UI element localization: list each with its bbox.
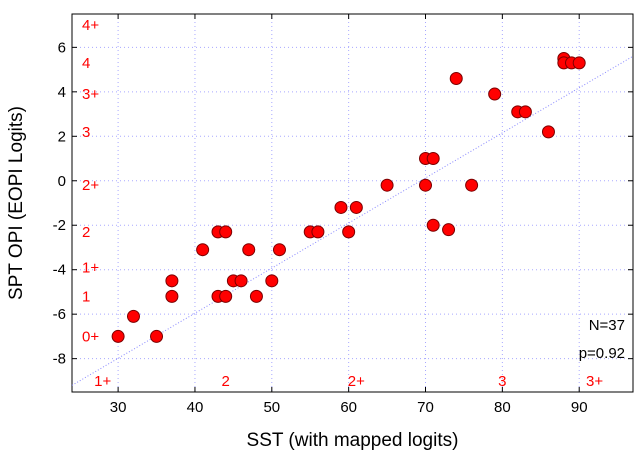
data-point: [111, 329, 125, 343]
data-point: [442, 223, 456, 237]
x-grade-label: 1+: [94, 373, 111, 390]
x-tick-label: 80: [494, 399, 511, 416]
data-point: [465, 178, 479, 192]
data-point: [334, 200, 348, 214]
grade-labels: 4+ 4 3+ 3 2+ 2 1+ 1 0+ 1+ 2 2+ 3 3+: [82, 17, 603, 390]
y-tick-label: 4: [58, 84, 66, 101]
x-grade-label: 3: [498, 373, 506, 390]
data-point: [165, 289, 179, 303]
y-grade-label: 3+: [82, 86, 99, 103]
y-grade-label: 2+: [82, 177, 99, 194]
data-point: [380, 178, 394, 192]
x-grade-label: 2+: [348, 373, 365, 390]
y-tick-label: -2: [53, 217, 66, 234]
data-point: [311, 225, 325, 239]
y-grade-label: 2: [82, 224, 90, 241]
x-tick-label: 60: [340, 399, 357, 416]
data-point: [150, 329, 164, 343]
data-point: [419, 178, 433, 192]
x-tick-label: 50: [263, 399, 280, 416]
data-point: [541, 125, 555, 139]
y-grade-label: 4: [82, 55, 90, 72]
y-tick-label: 0: [58, 173, 66, 190]
data-point: [265, 274, 279, 288]
y-grade-label: 0+: [82, 328, 99, 345]
x-tick-label: 90: [571, 399, 588, 416]
data-point: [196, 243, 210, 257]
plot-frame: [71, 13, 634, 393]
y-tick-label: -8: [53, 351, 66, 368]
y-grade-label: 1+: [82, 259, 99, 276]
data-points: [111, 51, 586, 343]
p-value-label: p=0.92: [579, 345, 625, 362]
x-tick-label: 40: [187, 399, 204, 416]
data-point: [342, 225, 356, 239]
y-axis-label: SPT OPI (EOPI Logits): [6, 106, 27, 300]
y-tick-label: 2: [58, 128, 66, 145]
grid: [72, 14, 633, 392]
y-tick-label: -4: [53, 262, 66, 279]
x-tick-label: 30: [110, 399, 127, 416]
data-point: [349, 200, 363, 214]
x-grade-label: 3+: [586, 373, 603, 390]
y-tick-label: -6: [53, 306, 66, 323]
data-point: [219, 289, 233, 303]
data-point: [272, 243, 286, 257]
y-grade-label: 3: [82, 124, 90, 141]
data-point: [126, 309, 140, 323]
data-point: [426, 218, 440, 232]
y-grade-label: 1: [82, 288, 90, 305]
data-point: [518, 105, 532, 119]
y-grade-label: 4+: [82, 17, 99, 34]
data-point: [426, 152, 440, 166]
sample-size-label: N=37: [589, 317, 625, 334]
data-point: [242, 243, 256, 257]
x-tick-label: 70: [417, 399, 434, 416]
y-tick-label: 6: [58, 39, 66, 56]
data-point: [219, 225, 233, 239]
data-point: [249, 289, 263, 303]
data-point: [572, 56, 586, 70]
data-point: [234, 274, 248, 288]
data-point: [165, 274, 179, 288]
x-axis-label: SST (with mapped logits): [247, 430, 459, 451]
data-point: [488, 87, 502, 101]
x-grade-label: 2: [222, 373, 230, 390]
trend-line: [71, 55, 634, 386]
data-point: [449, 71, 463, 85]
